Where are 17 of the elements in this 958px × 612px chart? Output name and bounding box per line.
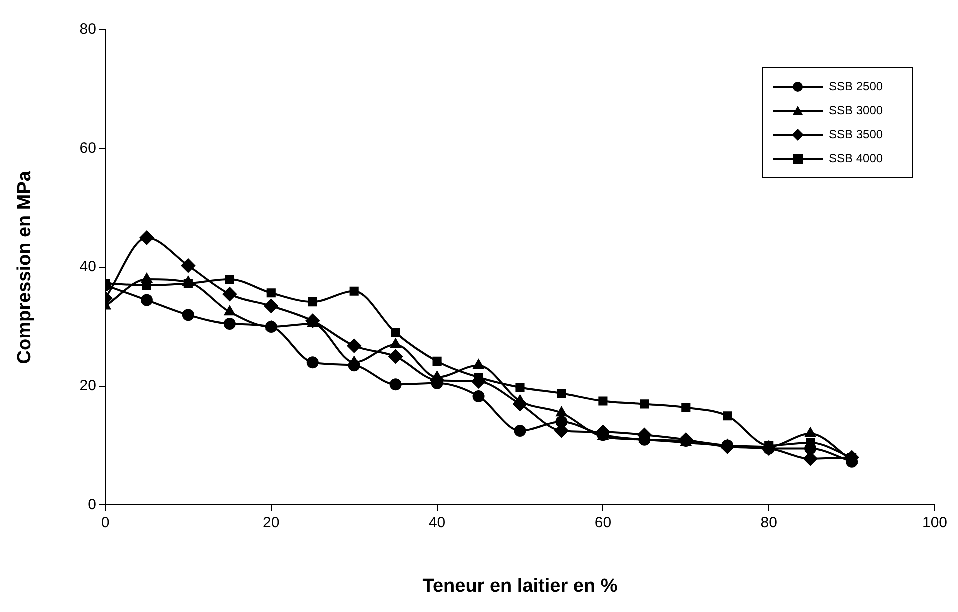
x-tick-label: 0 [101,514,110,532]
y-tick-label: 80 [80,21,96,38]
x-tick-label: 80 [760,514,778,532]
x-tick-label: 60 [594,514,612,532]
x-tick-label: 20 [263,514,280,532]
legend-label: SSB 2500 [829,79,884,94]
y-tick-label: 60 [80,140,96,157]
y-tick-label: 0 [88,496,96,514]
x-tick-label: 40 [428,514,446,532]
legend-label: SSB 4000 [829,151,884,166]
y-tick-label: 40 [80,258,96,276]
y-tick-label: 20 [80,378,96,395]
x-tick-label: 100 [922,514,948,532]
x-axis-title: Teneur en laitier en % [422,576,618,597]
legend-label: SSB 3500 [829,127,884,142]
y-axis-title: Compression en MPa [14,170,36,364]
legend-label: SSB 3000 [829,103,884,118]
